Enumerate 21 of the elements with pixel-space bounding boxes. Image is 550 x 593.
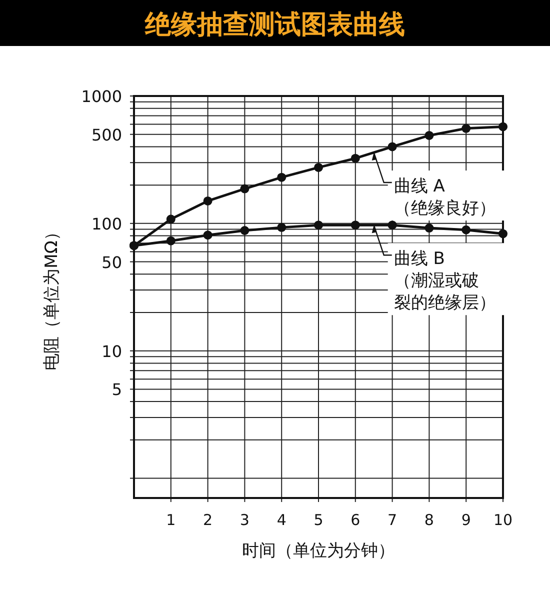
- x-tick-label: 1: [166, 511, 176, 529]
- annotation: 曲线 B （潮湿或破裂的绝缘层）: [394, 249, 496, 314]
- x-tick-label: 2: [203, 511, 213, 529]
- x-tick-label: 7: [388, 511, 398, 529]
- y-tick-label: 1000: [81, 87, 122, 106]
- y-tick-label: 50: [102, 252, 122, 272]
- y-tick-label: 100: [91, 214, 122, 234]
- y-tick-label: 500: [91, 125, 122, 144]
- x-tick-label: 10: [493, 511, 513, 529]
- y-axis-title: 电阻（单位为MΩ）: [42, 224, 62, 370]
- x-tick-label: 8: [424, 511, 434, 529]
- annotation: 曲线 A （绝缘良好）: [394, 176, 496, 219]
- x-tick-label: 4: [276, 511, 286, 529]
- x-tick-label: 6: [350, 511, 360, 529]
- chart-title: 绝缘抽查测试图表曲线: [144, 10, 405, 40]
- x-tick-label: 3: [240, 511, 250, 529]
- x-axis-title: 时间（单位为分钟）: [242, 541, 395, 561]
- y-tick-label: 5: [112, 380, 122, 400]
- x-tick-label: 9: [461, 511, 471, 529]
- x-tick-label: 5: [314, 511, 324, 529]
- y-tick-label: 10: [102, 342, 122, 361]
